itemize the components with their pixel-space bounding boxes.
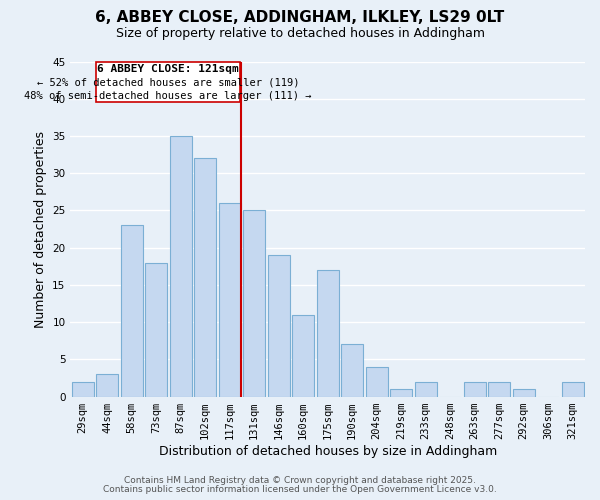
- Text: Contains HM Land Registry data © Crown copyright and database right 2025.: Contains HM Land Registry data © Crown c…: [124, 476, 476, 485]
- Bar: [488, 382, 510, 396]
- Bar: [71, 382, 94, 396]
- Bar: [145, 262, 167, 396]
- FancyBboxPatch shape: [96, 62, 240, 102]
- Bar: [268, 255, 290, 396]
- Bar: [513, 389, 535, 396]
- Bar: [317, 270, 339, 396]
- Text: Size of property relative to detached houses in Addingham: Size of property relative to detached ho…: [115, 28, 485, 40]
- Text: 6 ABBEY CLOSE: 121sqm: 6 ABBEY CLOSE: 121sqm: [97, 64, 239, 74]
- Bar: [341, 344, 363, 397]
- Text: 48% of semi-detached houses are larger (111) →: 48% of semi-detached houses are larger (…: [25, 92, 312, 102]
- Bar: [218, 203, 241, 396]
- Bar: [121, 226, 143, 396]
- Bar: [243, 210, 265, 396]
- Bar: [390, 389, 412, 396]
- Bar: [96, 374, 118, 396]
- Bar: [194, 158, 216, 396]
- Bar: [562, 382, 584, 396]
- Bar: [170, 136, 191, 396]
- Text: Contains public sector information licensed under the Open Government Licence v3: Contains public sector information licen…: [103, 485, 497, 494]
- Text: ← 52% of detached houses are smaller (119): ← 52% of detached houses are smaller (11…: [37, 78, 299, 88]
- Bar: [365, 367, 388, 396]
- Y-axis label: Number of detached properties: Number of detached properties: [34, 130, 47, 328]
- Text: 6, ABBEY CLOSE, ADDINGHAM, ILKLEY, LS29 0LT: 6, ABBEY CLOSE, ADDINGHAM, ILKLEY, LS29 …: [95, 10, 505, 25]
- Bar: [292, 314, 314, 396]
- Bar: [464, 382, 486, 396]
- X-axis label: Distribution of detached houses by size in Addingham: Distribution of detached houses by size …: [158, 444, 497, 458]
- Bar: [415, 382, 437, 396]
